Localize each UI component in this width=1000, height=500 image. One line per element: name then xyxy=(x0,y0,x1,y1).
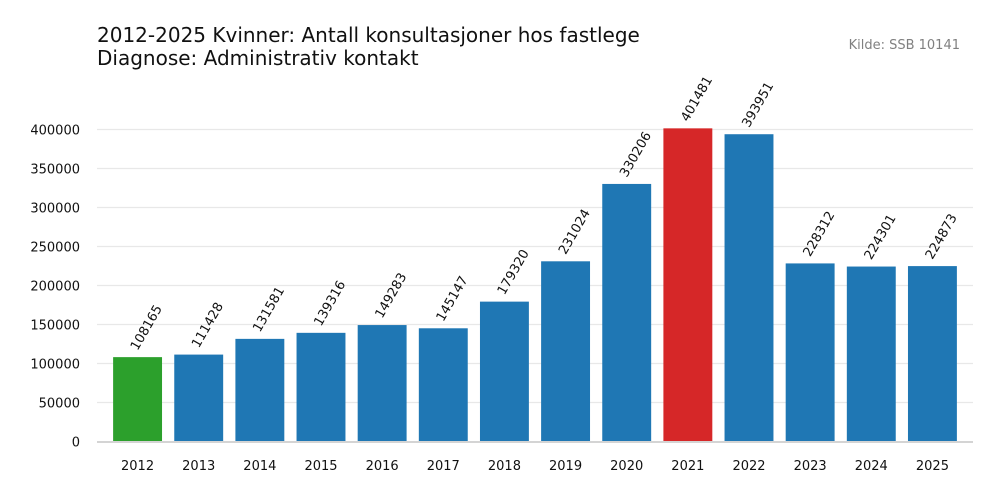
data-label-2025: 224873 xyxy=(923,212,961,262)
y-tick-label: 100000 xyxy=(30,358,80,373)
bar-2024 xyxy=(846,266,896,442)
bar-2022 xyxy=(724,134,774,442)
data-label-2020: 330206 xyxy=(617,129,655,179)
bar-2013 xyxy=(174,354,224,442)
x-tick-label-2018: 2018 xyxy=(488,459,521,474)
chart-title: 2012-2025 Kvinner: Antall konsultasjoner… xyxy=(97,24,640,70)
data-label-2018: 179320 xyxy=(495,247,533,297)
bars xyxy=(113,128,957,442)
y-tick-label: 200000 xyxy=(30,280,80,295)
y-tick-label: 0 xyxy=(72,436,80,451)
data-label-2017: 145147 xyxy=(434,274,472,324)
y-tick-label: 400000 xyxy=(30,124,80,139)
data-label-2024: 224301 xyxy=(862,212,900,262)
chart-title-line-2: Diagnose: Administrativ kontakt xyxy=(97,46,419,70)
data-label-2014: 131581 xyxy=(250,284,288,334)
bar-2016 xyxy=(357,325,407,442)
bar-2019 xyxy=(541,261,591,442)
x-tick-label-2016: 2016 xyxy=(366,459,399,474)
bar-2023 xyxy=(785,263,835,442)
x-tick-label-2017: 2017 xyxy=(427,459,460,474)
data-label-2021: 401481 xyxy=(678,74,716,124)
data-label-2022: 393951 xyxy=(739,80,777,130)
x-tick-label-2020: 2020 xyxy=(610,459,643,474)
x-tick-label-2013: 2013 xyxy=(182,459,215,474)
bar-2020 xyxy=(602,183,652,442)
chart-title-line-1: 2012-2025 Kvinner: Antall konsultasjoner… xyxy=(97,23,640,47)
x-tick-label-2025: 2025 xyxy=(916,459,949,474)
grid-lines xyxy=(97,128,973,404)
x-tick-label-2024: 2024 xyxy=(855,459,888,474)
data-label-2013: 111428 xyxy=(189,300,227,350)
y-tick-label: 300000 xyxy=(30,202,80,217)
y-axis: 0 50000 100000 150000 200000 250000 300000 3500… xyxy=(30,124,80,451)
x-tick-label-2015: 2015 xyxy=(304,459,337,474)
data-label-2012: 108165 xyxy=(128,303,166,353)
x-tick-label-2014: 2014 xyxy=(243,459,276,474)
bar-2014 xyxy=(235,338,285,442)
y-tick-label: 250000 xyxy=(30,241,80,256)
bar-2015 xyxy=(296,332,346,442)
bar-2017 xyxy=(418,328,468,442)
data-label-2023: 228312 xyxy=(801,209,839,259)
bar-2021 xyxy=(663,128,713,442)
x-tick-label-2022: 2022 xyxy=(732,459,765,474)
bar-2012 xyxy=(113,357,163,442)
y-tick-label: 150000 xyxy=(30,319,80,334)
bar-2025 xyxy=(907,266,957,442)
data-label-2019: 231024 xyxy=(556,207,594,257)
bar-2018 xyxy=(479,301,529,442)
source-label: Kilde: SSB 10141 xyxy=(848,38,960,53)
data-label-2016: 149283 xyxy=(373,271,411,321)
y-tick-label: 350000 xyxy=(30,163,80,178)
y-tick-label: 50000 xyxy=(39,397,80,412)
x-tick-label-2012: 2012 xyxy=(121,459,154,474)
x-tick-label-2019: 2019 xyxy=(549,459,582,474)
x-tick-label-2021: 2021 xyxy=(671,459,704,474)
x-tick-label-2023: 2023 xyxy=(794,459,827,474)
x-axis: 2012 2013 2014 2015 2016 2017 2018 2019 2020 2021… xyxy=(97,441,973,474)
